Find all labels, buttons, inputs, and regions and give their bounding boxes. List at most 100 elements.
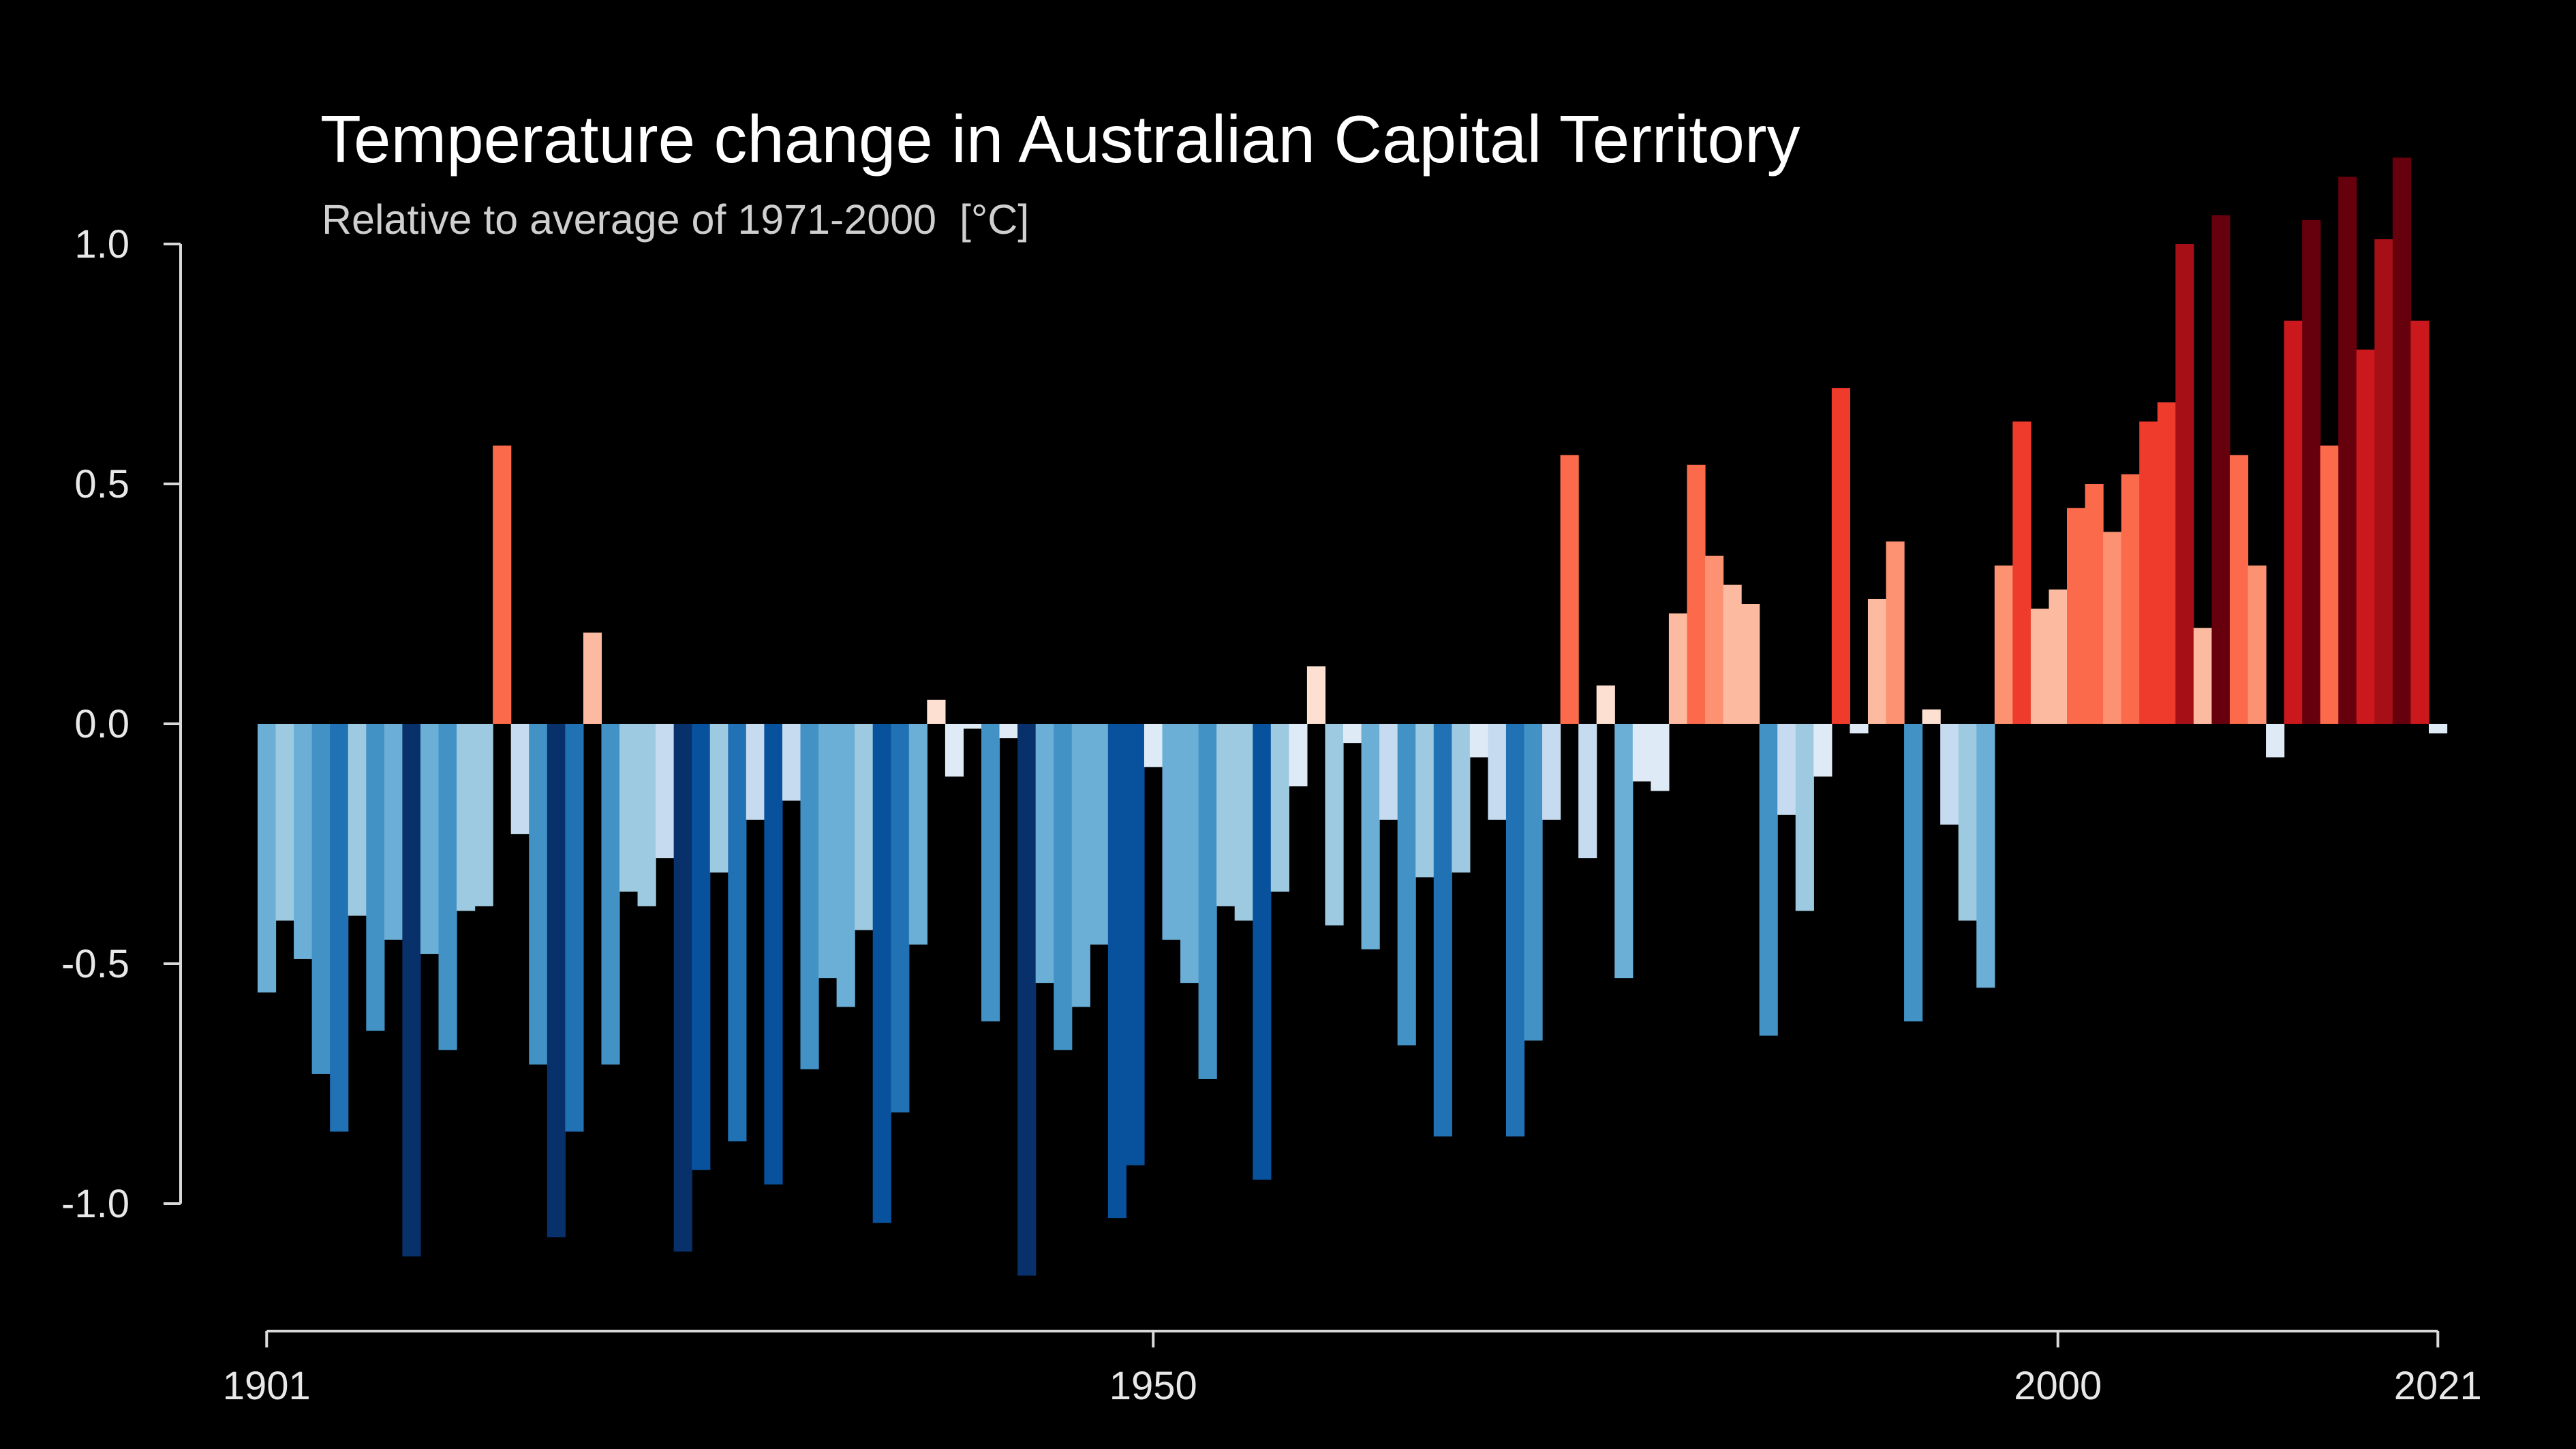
y-tick-label: -0.5 (61, 942, 129, 986)
bar-1957 (1270, 724, 1289, 892)
bar-1949 (1126, 724, 1145, 1165)
bar-1935 (872, 724, 891, 1223)
bar-1986 (1795, 724, 1814, 911)
bar-1985 (1777, 724, 1796, 815)
bar-1974 (1578, 724, 1597, 859)
x-tick-label: 1901 (223, 1364, 311, 1408)
bar-1990 (1867, 598, 1887, 724)
bar-1972 (1542, 724, 1561, 820)
bar-2012 (2266, 724, 2285, 758)
bar-1988 (1831, 388, 1850, 724)
bar-2005 (2139, 421, 2158, 724)
bar-1910 (420, 724, 440, 954)
x-tick: 2000 (2014, 1331, 2102, 1408)
x-tick-label: 2000 (2014, 1364, 2102, 1408)
bar-1947 (1090, 724, 1109, 945)
x-tick-label: 1950 (1109, 1364, 1197, 1408)
bar-2000 (2049, 589, 2068, 724)
bar-1965 (1415, 724, 1435, 878)
bar-2019 (2392, 157, 2412, 724)
bar-2008 (2193, 628, 2212, 724)
bar-2013 (2284, 320, 2303, 724)
bar-2017 (2356, 349, 2375, 724)
x-tick-label: 2021 (2394, 1364, 2482, 1408)
bar-1967 (1452, 724, 1471, 873)
bar-2016 (2338, 177, 2357, 724)
bar-1970 (1505, 724, 1525, 1137)
bar-1997 (1994, 565, 2013, 724)
bar-1958 (1289, 724, 1308, 787)
bar-1919 (583, 632, 602, 724)
bar-1942 (999, 724, 1018, 739)
bar-2003 (2103, 532, 2122, 724)
y-tick-label: -1.0 (61, 1182, 129, 1226)
bar-1926 (709, 724, 729, 873)
chart-title: Temperature change in Australian Capital… (320, 102, 1800, 177)
bar-1969 (1488, 724, 1507, 820)
bar-1984 (1759, 724, 1778, 1036)
bar-1992 (1904, 724, 1923, 1022)
bar-2015 (2320, 445, 2339, 724)
bar-1940 (963, 724, 982, 729)
bar-1989 (1850, 724, 1869, 734)
bar-1916 (529, 724, 548, 1065)
bar-2009 (2211, 215, 2230, 724)
bar-1912 (457, 724, 476, 911)
bar-1975 (1596, 685, 1615, 724)
bar-1920 (601, 724, 620, 1065)
x-tick: 2021 (2394, 1331, 2482, 1408)
bar-2002 (2085, 484, 2104, 724)
bar-1922 (637, 724, 656, 906)
bar-1903 (294, 724, 313, 959)
bar-1937 (908, 724, 927, 945)
bar-1953 (1198, 724, 1217, 1079)
bar-1964 (1397, 724, 1416, 1046)
bar-2006 (2157, 402, 2176, 724)
x-tick: 1901 (223, 1331, 311, 1408)
bar-1954 (1216, 724, 1236, 906)
bar-1902 (275, 724, 294, 921)
bar-1981 (1705, 555, 1724, 724)
bar-1939 (945, 724, 964, 777)
bar-1980 (1687, 464, 1706, 724)
bar-1945 (1054, 724, 1073, 1050)
bar-1966 (1433, 724, 1452, 1137)
bar-1976 (1614, 724, 1634, 979)
bar-1941 (981, 724, 1000, 1022)
bar-1927 (728, 724, 747, 1142)
bar-1923 (656, 724, 675, 859)
bar-1977 (1632, 724, 1651, 782)
bar-1971 (1524, 724, 1543, 1041)
bar-1987 (1813, 724, 1833, 777)
bar-1907 (366, 724, 385, 1031)
bar-2010 (2229, 455, 2249, 724)
bar-2021 (2429, 724, 2448, 734)
y-tick-label: 1.0 (74, 222, 129, 266)
y-tick: -1.0 (61, 1182, 181, 1226)
bar-1948 (1107, 724, 1126, 1219)
bar-1909 (402, 724, 421, 1257)
bar-1931 (800, 724, 819, 1069)
bar-1917 (547, 724, 566, 1238)
y-axis: 1.0 0.5 0.0 -0.5 -1.0 (61, 222, 182, 1226)
y-tick-label: 0.0 (74, 702, 129, 746)
bar-1918 (565, 724, 584, 1132)
bar-2018 (2374, 239, 2393, 724)
bar-1982 (1723, 584, 1742, 724)
bar-1961 (1343, 724, 1362, 744)
bar-1936 (891, 724, 910, 1113)
bar-1901 (258, 724, 277, 993)
bar-1983 (1741, 604, 1760, 724)
bar-1959 (1306, 666, 1326, 724)
y-tick: 1.0 (74, 222, 181, 266)
bar-1938 (927, 699, 946, 724)
y-tick: 0.5 (74, 462, 181, 506)
x-axis: 1901 1950 2000 2021 (223, 1330, 2482, 1408)
bar-1911 (438, 724, 457, 1050)
bar-1998 (2012, 421, 2031, 724)
bar-1995 (1958, 724, 1977, 921)
bar-1904 (311, 724, 331, 1074)
bar-1906 (348, 724, 367, 916)
